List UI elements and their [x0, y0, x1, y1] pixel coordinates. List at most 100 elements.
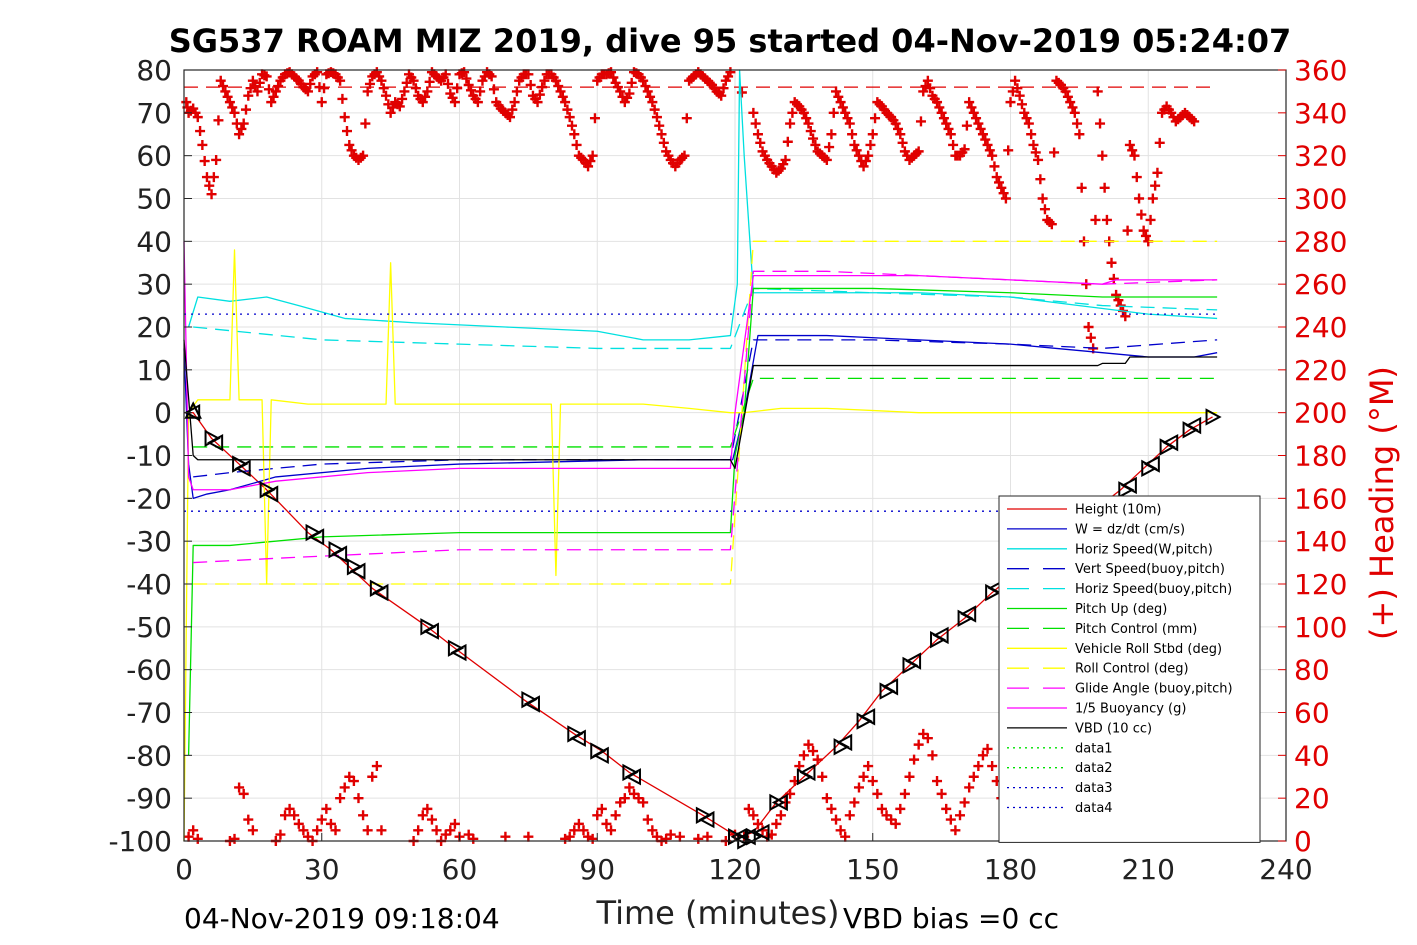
- heading-point: [222, 91, 233, 102]
- y-ticks-left: -100-90-80-70-60-50-40-30-20-10010203040…: [108, 54, 192, 858]
- heading-point: [867, 129, 878, 140]
- turn-marker: [569, 729, 586, 747]
- heading-point: [782, 136, 793, 147]
- heading-point: [798, 107, 809, 118]
- heading-point: [725, 67, 736, 78]
- heading-point: [197, 139, 208, 150]
- heading-point: [571, 139, 582, 150]
- heading-point-low: [798, 750, 809, 761]
- heading-point: [360, 118, 371, 129]
- heading-point: [1072, 118, 1083, 129]
- heading-point: [803, 118, 814, 129]
- heading-point: [1037, 193, 1048, 204]
- heading-point: [583, 161, 594, 172]
- y-tick-label: 20: [136, 311, 172, 344]
- y-tick-label: -70: [126, 697, 172, 730]
- heading-point-low: [431, 825, 442, 836]
- heading-point: [1090, 214, 1101, 225]
- heading-point-low: [312, 825, 323, 836]
- turn-marker: [207, 433, 224, 452]
- heading-point: [1060, 86, 1071, 97]
- heading-point: [821, 154, 832, 165]
- y-tick-label: -90: [126, 782, 172, 815]
- heading-point-low: [449, 818, 460, 829]
- heading-point: [922, 75, 933, 86]
- heading-point-low: [899, 788, 910, 799]
- heading-point-low: [316, 814, 327, 825]
- heading-point-low: [183, 831, 194, 842]
- heading-point-low: [968, 771, 979, 782]
- turn-marker: [746, 828, 763, 846]
- heading-point: [831, 86, 842, 97]
- series-line: [193, 287, 1218, 350]
- heading-point: [752, 129, 763, 140]
- y-right-tick-label: 320: [1294, 140, 1347, 173]
- heading-point: [971, 113, 982, 124]
- heading-point: [1127, 145, 1138, 156]
- heading-point-low: [982, 743, 993, 754]
- turn-marker: [372, 583, 389, 602]
- heading-point: [1101, 214, 1112, 225]
- legend-entry: Height (10m): [1075, 503, 1161, 518]
- heading-point: [624, 88, 635, 99]
- heading-point: [808, 133, 819, 144]
- heading-point-low: [280, 810, 291, 821]
- heading-point: [553, 81, 564, 92]
- heading-point: [346, 145, 357, 156]
- x-axis-label: Time (minutes): [596, 894, 840, 932]
- y-tick-label: -20: [126, 482, 172, 515]
- heading-point: [913, 146, 924, 157]
- heading-point: [787, 107, 798, 118]
- heading-point: [229, 107, 240, 118]
- turn-marker: [1162, 433, 1179, 452]
- heading-point: [339, 112, 350, 123]
- heading-point-low: [348, 776, 359, 787]
- heading-point-low: [578, 825, 589, 836]
- y-tick-label: -40: [126, 568, 172, 601]
- y-right-tick-label: 140: [1294, 525, 1347, 558]
- heading-point: [397, 93, 408, 104]
- heading-point: [408, 75, 419, 86]
- heading-point-low: [849, 797, 860, 808]
- y-right-tick-label: 160: [1294, 482, 1347, 515]
- heading-point-low: [596, 803, 607, 814]
- heading-point: [220, 86, 231, 97]
- heading-point: [649, 104, 660, 115]
- y-tick-label: 50: [136, 183, 172, 216]
- heading-point-low: [367, 771, 378, 782]
- heading-point-low: [702, 831, 713, 842]
- heading-point: [1010, 75, 1021, 86]
- heading-point-low: [445, 825, 456, 836]
- heading-point: [1134, 193, 1145, 204]
- heading-point: [1189, 116, 1200, 127]
- legend: Height (10m) W = dz/dt (cm/s) Horiz Speed(…: [998, 495, 1261, 843]
- heading-point: [840, 107, 851, 118]
- heading-point-low: [941, 803, 952, 814]
- heading-point: [211, 154, 222, 165]
- x-tick-label: 240: [1259, 853, 1312, 886]
- heading-point-low: [743, 803, 754, 814]
- heading-point: [961, 120, 972, 131]
- heading-point-low: [564, 831, 575, 842]
- heading-point: [1005, 97, 1016, 108]
- heading-point: [755, 137, 766, 148]
- heading-point: [266, 97, 277, 108]
- heading-point-low: [289, 810, 300, 821]
- heading-point: [959, 144, 970, 155]
- heading-point: [252, 86, 263, 97]
- heading-point: [1147, 193, 1158, 204]
- y-tick-label: 80: [136, 54, 172, 87]
- heading-point-low: [863, 761, 874, 772]
- heading-point-low: [325, 818, 336, 829]
- heading-point: [991, 172, 1002, 183]
- heading-point-low: [335, 793, 346, 804]
- heading-point: [615, 86, 626, 97]
- turn-marker: [592, 746, 609, 765]
- footer-left-timestamp: 04-Nov-2019 09:18:04: [184, 902, 500, 935]
- heading-point: [936, 107, 947, 118]
- heading-point-low: [468, 833, 479, 844]
- turn-marker: [331, 545, 348, 563]
- heading-point-low: [573, 818, 584, 829]
- heading-point: [973, 118, 984, 129]
- turn-marker: [1185, 416, 1202, 435]
